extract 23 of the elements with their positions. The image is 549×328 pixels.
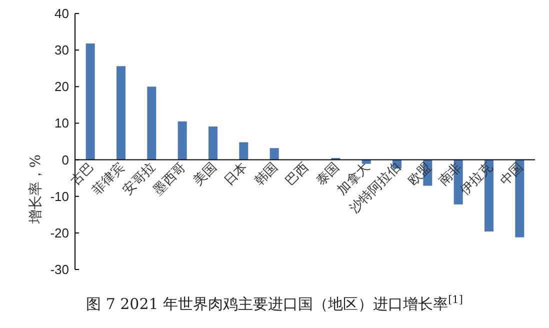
- text: 图 7 2021 年世界肉鸡主要进口国（地区）进口增长率$^{[1]}$: [86, 294, 463, 313]
- x-tick-label: 欧盟: [406, 160, 434, 189]
- y-tick-label: 30: [54, 42, 69, 58]
- bar: [208, 126, 218, 160]
- bar: [270, 148, 279, 160]
- y-tick-label: 20: [54, 79, 69, 94]
- y-tick-label: -10: [50, 188, 69, 204]
- y-tick-label: 0: [62, 152, 69, 168]
- y-tick-label: -20: [50, 225, 69, 240]
- bar: [239, 142, 248, 160]
- x-tick-label: 日本: [222, 160, 250, 189]
- bar: [116, 66, 126, 160]
- x-tick-label: 韩国: [252, 160, 282, 189]
- x-tick-label: 巴西: [282, 160, 312, 189]
- y-tick-label: 10: [54, 116, 69, 131]
- y-axis-title: 增长率，%: [28, 154, 44, 225]
- y-tick-label: 40: [54, 6, 69, 21]
- bar: [147, 86, 156, 160]
- y-tick-label: -30: [50, 262, 69, 277]
- bar: [178, 121, 187, 160]
- x-tick-label: 中国: [498, 160, 526, 189]
- bar: [86, 43, 95, 160]
- x-tick-label: 美国: [190, 159, 220, 189]
